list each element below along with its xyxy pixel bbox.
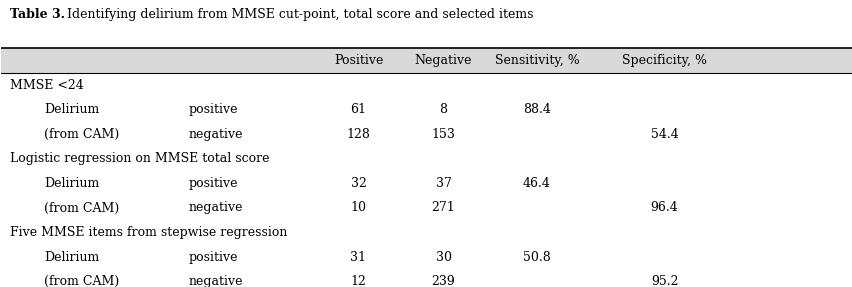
Text: positive: positive <box>188 251 238 264</box>
Text: 54.4: 54.4 <box>650 128 677 141</box>
Text: 239: 239 <box>431 275 455 287</box>
Text: 96.4: 96.4 <box>650 201 677 214</box>
Text: 271: 271 <box>431 201 455 214</box>
Text: 8: 8 <box>439 103 447 116</box>
Text: 37: 37 <box>435 177 451 190</box>
Text: 88.4: 88.4 <box>522 103 550 116</box>
Text: Sensitivity, %: Sensitivity, % <box>494 54 579 67</box>
Text: Delirium: Delirium <box>43 103 99 116</box>
Text: 30: 30 <box>435 251 451 264</box>
Text: 128: 128 <box>346 128 370 141</box>
Text: positive: positive <box>188 103 238 116</box>
Text: (from CAM): (from CAM) <box>43 201 119 214</box>
Text: (from CAM): (from CAM) <box>43 275 119 287</box>
Text: 32: 32 <box>350 177 366 190</box>
Text: negative: negative <box>188 275 243 287</box>
Text: positive: positive <box>188 177 238 190</box>
Text: 10: 10 <box>350 201 366 214</box>
Text: Identifying delirium from MMSE cut-point, total score and selected items: Identifying delirium from MMSE cut-point… <box>63 8 533 22</box>
Text: 153: 153 <box>431 128 455 141</box>
Text: Negative: Negative <box>414 54 472 67</box>
Text: 46.4: 46.4 <box>522 177 550 190</box>
Text: 50.8: 50.8 <box>522 251 550 264</box>
Text: Positive: Positive <box>333 54 383 67</box>
Text: Logistic regression on MMSE total score: Logistic regression on MMSE total score <box>10 152 269 165</box>
Text: Specificity, %: Specificity, % <box>621 54 706 67</box>
Text: Table 3.: Table 3. <box>10 8 65 22</box>
Bar <box>2 48 850 73</box>
Text: negative: negative <box>188 128 243 141</box>
Text: 12: 12 <box>350 275 366 287</box>
Text: 31: 31 <box>350 251 366 264</box>
Text: MMSE <24: MMSE <24 <box>10 79 83 92</box>
Text: Delirium: Delirium <box>43 251 99 264</box>
Text: (from CAM): (from CAM) <box>43 128 119 141</box>
Text: Five MMSE items from stepwise regression: Five MMSE items from stepwise regression <box>10 226 287 239</box>
Text: negative: negative <box>188 201 243 214</box>
Text: 95.2: 95.2 <box>650 275 677 287</box>
Text: Delirium: Delirium <box>43 177 99 190</box>
Text: 61: 61 <box>350 103 366 116</box>
